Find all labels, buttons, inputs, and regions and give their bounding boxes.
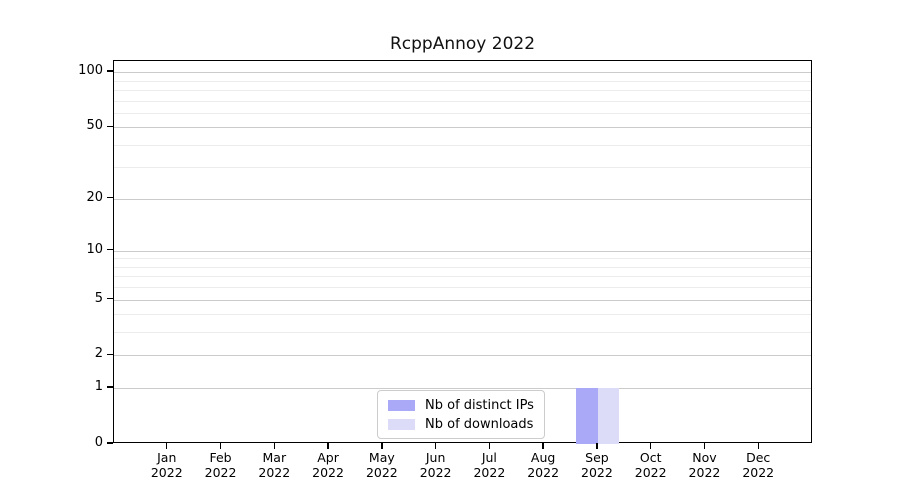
- y-tick-mark: [107, 249, 113, 251]
- x-tick-label: Dec 2022: [742, 450, 775, 480]
- gridline-major: [114, 72, 811, 74]
- x-tick-mark: [327, 443, 329, 449]
- legend-label: Nb of distinct IPs: [425, 397, 534, 413]
- legend-entry: Nb of distinct IPs: [388, 397, 534, 413]
- y-tick-label: 2: [94, 346, 103, 362]
- y-tick-mark: [107, 197, 113, 199]
- x-tick-mark: [649, 443, 652, 449]
- gridline-major: [114, 198, 811, 200]
- gridline-minor: [114, 287, 811, 289]
- gridline-minor: [114, 89, 811, 91]
- y-tick-mark: [107, 70, 113, 72]
- x-tick-label: Aug 2022: [527, 450, 560, 480]
- y-tick-label: 10: [86, 241, 103, 257]
- x-tick-mark: [542, 443, 544, 449]
- bar-nb-of-distinct-ips: [576, 388, 598, 444]
- y-tick-label: 50: [86, 118, 103, 134]
- x-tick-label: Nov 2022: [688, 450, 721, 480]
- gridline-minor: [114, 266, 811, 268]
- y-tick-mark: [107, 442, 113, 444]
- plot-area: [113, 60, 812, 444]
- legend: Nb of distinct IPs Nb of downloads: [377, 390, 545, 439]
- y-tick-label: 5: [94, 290, 103, 306]
- x-tick-label: May 2022: [365, 450, 398, 480]
- x-tick-label: Oct 2022: [634, 450, 667, 480]
- gridline-minor: [114, 276, 811, 278]
- x-tick-label: Feb 2022: [204, 450, 237, 480]
- gridline-major: [114, 355, 811, 357]
- y-tick-label: 1: [94, 379, 103, 395]
- y-tick-mark: [107, 125, 113, 127]
- x-tick-mark: [488, 443, 491, 449]
- y-tick-mark: [107, 386, 113, 388]
- y-tick-label: 20: [86, 189, 103, 205]
- legend-label: Nb of downloads: [425, 416, 534, 432]
- gridline-minor: [114, 100, 811, 102]
- x-tick-mark: [219, 443, 222, 449]
- x-tick-mark: [166, 443, 168, 449]
- y-tick-label: 0: [94, 435, 103, 450]
- gridline-minor: [114, 314, 811, 316]
- gridline-minor: [114, 258, 811, 260]
- legend-entry: Nb of downloads: [388, 416, 534, 432]
- legend-swatch: [388, 418, 415, 430]
- chart-title: RcppAnnoy 2022: [389, 34, 536, 54]
- x-tick-mark: [381, 443, 383, 449]
- legend-swatch: [388, 399, 415, 411]
- x-tick-label: Jul 2022: [473, 450, 506, 480]
- gridline-minor: [114, 80, 811, 82]
- x-tick-label: Jun 2022: [419, 450, 452, 480]
- gridline-major: [114, 250, 811, 252]
- bar-nb-of-downloads: [597, 388, 620, 444]
- y-tick-mark: [107, 353, 113, 356]
- gridline-minor: [114, 332, 811, 334]
- x-tick-mark: [273, 443, 275, 449]
- x-tick-label: Apr 2022: [312, 450, 344, 480]
- x-tick-label: Sep 2022: [581, 450, 613, 480]
- gridline-minor: [114, 112, 811, 114]
- gridline-minor: [114, 167, 811, 169]
- x-tick-label: Mar 2022: [258, 450, 291, 480]
- x-tick-mark: [434, 443, 437, 449]
- y-tick-mark: [107, 297, 113, 300]
- gridline-major: [114, 299, 811, 301]
- x-tick-mark: [596, 443, 598, 449]
- gridline-major: [114, 388, 811, 390]
- x-tick-mark: [757, 443, 759, 449]
- x-tick-mark: [703, 443, 706, 449]
- x-tick-label: Jan 2022: [150, 450, 183, 480]
- y-tick-label: 100: [78, 63, 103, 79]
- gridline-minor: [114, 144, 811, 146]
- gridline-major: [114, 127, 811, 129]
